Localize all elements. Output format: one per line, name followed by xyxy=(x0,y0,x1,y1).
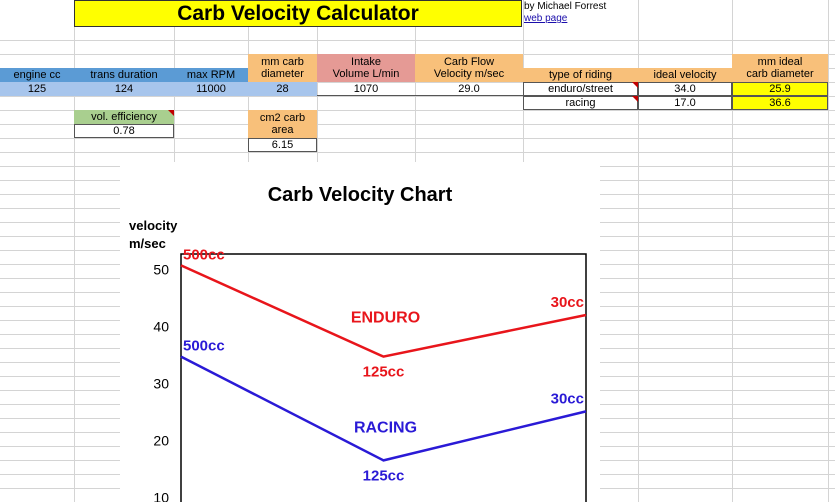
point-label: 30cc xyxy=(551,294,584,311)
app-title-text: Carb Velocity Calculator xyxy=(177,1,419,25)
engine-cc-input[interactable]: 125 xyxy=(0,82,74,96)
series-line-racing xyxy=(180,355,587,462)
engine-cc-header: engine cc xyxy=(0,68,74,82)
intake-volume-value[interactable]: 1070 xyxy=(317,82,415,96)
y-tick-label: 50 xyxy=(153,261,169,277)
vol-efficiency-header: vol. efficiency xyxy=(74,110,174,124)
max-rpm-input[interactable]: 11000 xyxy=(174,82,248,96)
y-tick-label: 10 xyxy=(153,489,169,502)
y-tick-label: 30 xyxy=(153,375,169,391)
carb-flow-value[interactable]: 29.0 xyxy=(415,82,523,96)
comment-marker-icon[interactable] xyxy=(168,110,174,116)
web-page-link[interactable]: web page xyxy=(524,13,568,24)
ideal-velocity-racing[interactable]: 17.0 xyxy=(638,96,732,110)
y-tick-label: 20 xyxy=(153,432,169,448)
cm2-area-value[interactable]: 6.15 xyxy=(248,138,317,152)
max-rpm-header: max RPM xyxy=(174,68,248,82)
point-label: 125cc xyxy=(363,467,405,484)
point-label: 30cc xyxy=(551,390,584,407)
series-name-racing: RACING xyxy=(354,419,417,436)
ideal-diameter-enduro[interactable]: 25.9 xyxy=(732,82,828,96)
ideal-diameter-racing[interactable]: 36.6 xyxy=(732,96,828,110)
type-riding-racing[interactable]: racing xyxy=(523,96,638,110)
series-name-enduro: ENDURO xyxy=(351,310,420,327)
point-label: 125cc xyxy=(363,364,405,381)
app-title: Carb Velocity Calculator xyxy=(74,0,522,27)
ideal-velocity-enduro[interactable]: 34.0 xyxy=(638,82,732,96)
chart-plot: 50 40 30 20 10 500cc 125cc 30cc ENDURO 500cc 125cc… xyxy=(153,246,587,502)
series-line-enduro xyxy=(180,264,587,358)
point-label: 500cc xyxy=(183,338,225,355)
y-axis-label: velocity m/sec xyxy=(129,218,178,251)
carb-velocity-chart[interactable]: Carb Velocity Chart velocity m/sec 50 40 3… xyxy=(120,162,600,502)
mm-carb-header: mm carb diameter xyxy=(248,54,317,82)
vol-efficiency-input[interactable]: 0.78 xyxy=(74,124,174,138)
comment-marker-icon[interactable] xyxy=(632,82,638,88)
trans-duration-input[interactable]: 124 xyxy=(74,82,174,96)
chart-title: Carb Velocity Chart xyxy=(267,184,453,206)
cm2-area-header: cm2 carb area xyxy=(248,110,317,138)
plot-area xyxy=(180,253,587,502)
point-label: 500cc xyxy=(183,246,225,263)
mm-carb-input[interactable]: 28 xyxy=(248,82,317,96)
comment-marker-icon[interactable] xyxy=(632,96,638,102)
author-credit: by Michael Forrest xyxy=(524,1,607,12)
intake-volume-header: Intake Volume L/min xyxy=(317,54,415,82)
type-riding-enduro[interactable]: enduro/street xyxy=(523,82,638,96)
carb-flow-header: Carb Flow Velocity m/sec xyxy=(415,54,523,82)
ideal-velocity-header: ideal velocity xyxy=(638,68,732,82)
ideal-diameter-header: mm ideal carb diameter xyxy=(732,54,828,82)
trans-duration-header: trans duration xyxy=(74,68,174,82)
y-tick-label: 40 xyxy=(153,318,169,334)
type-riding-header: type of riding xyxy=(523,68,638,82)
